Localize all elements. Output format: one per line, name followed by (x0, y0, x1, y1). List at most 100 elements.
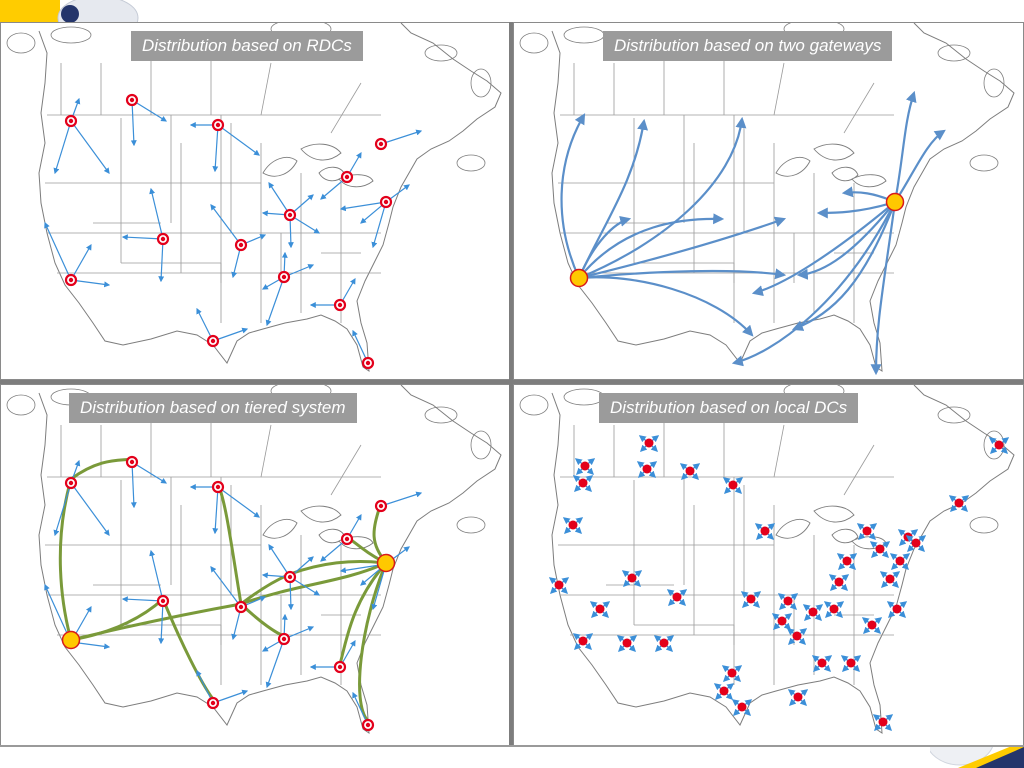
rdc-node-core (129, 97, 135, 103)
rdc-node-core (210, 700, 216, 706)
local-dc-node (659, 638, 669, 648)
local-dc-node (895, 556, 905, 566)
gateway-flow (731, 201, 896, 367)
rdc-node-core (378, 141, 384, 147)
flow-arrow (121, 596, 164, 603)
island (6, 394, 36, 416)
lake (851, 174, 887, 188)
local-dc-node (792, 631, 802, 641)
state-border (634, 624, 735, 685)
local-dc-node (554, 580, 564, 590)
gateway-flow (578, 216, 787, 280)
local-dc-node (568, 520, 578, 530)
local-dc-node (578, 478, 588, 488)
local-dc-node (580, 461, 590, 471)
tier-link (338, 562, 388, 665)
local-dc-node (867, 620, 877, 630)
local-dc-node (777, 616, 787, 626)
gateway-flow (578, 213, 725, 279)
lake (831, 166, 859, 182)
flow-arrow (210, 566, 242, 608)
local-dc-node (595, 604, 605, 614)
coastline (38, 23, 502, 372)
panel-rdc: Distribution based on RDCs (0, 22, 510, 380)
flow-arrow (70, 279, 111, 288)
rdc-node-core (238, 242, 244, 248)
rdc-node-core (238, 604, 244, 610)
rdc-node-core (281, 636, 287, 642)
local-dc-node (793, 692, 803, 702)
local-dc-node (885, 574, 895, 584)
island (424, 406, 458, 424)
coastline (551, 385, 1015, 734)
local-dc-node (846, 658, 856, 668)
flow-arrow (130, 461, 137, 509)
local-dc-node (760, 526, 770, 536)
local-dc-node (728, 480, 738, 490)
state-border (634, 262, 735, 323)
local-dc-node (875, 544, 885, 554)
flow-arrow (217, 124, 260, 156)
lake (813, 143, 855, 161)
bottom-rule (0, 745, 1024, 747)
local-dc-node (783, 596, 793, 606)
map-base (6, 385, 502, 734)
flow-arrow (210, 204, 242, 246)
flow-arrow (130, 99, 137, 147)
local-dc-node (746, 594, 756, 604)
rdc-node-core (344, 174, 350, 180)
lake (831, 528, 859, 544)
corner-logo-decoration (0, 0, 139, 24)
state-border (121, 262, 222, 323)
panel-tiered: Distribution based on tiered system (0, 384, 510, 746)
gateway-flow (578, 116, 747, 280)
lake (300, 505, 342, 523)
rdc-node-core (160, 236, 166, 242)
gateway-flow (578, 276, 754, 337)
flow-arrow (44, 221, 72, 281)
gateway-flow (816, 200, 896, 219)
state-border (773, 424, 785, 478)
local-dc-node (994, 440, 1004, 450)
rdc-node-core (378, 503, 384, 509)
state-border (330, 82, 362, 134)
flow-arrow (268, 181, 291, 216)
local-dc-node (954, 498, 964, 508)
flow-arrow (131, 461, 168, 484)
coastline (551, 23, 1015, 372)
lake (813, 505, 855, 523)
gateway-flow (894, 129, 946, 203)
island (983, 68, 1005, 98)
rdc-node-core (68, 118, 74, 124)
island (50, 26, 92, 44)
gateway-flow (578, 268, 787, 280)
rdc-node-core (344, 536, 350, 542)
flow-arrow (121, 234, 164, 241)
tier-link (161, 598, 215, 700)
flow-arrow (70, 482, 110, 536)
flow-arrow (212, 486, 219, 535)
rdc-node-core (383, 199, 389, 205)
rdc-node-core (129, 459, 135, 465)
state-border (773, 62, 785, 116)
gateway-node (376, 553, 396, 573)
local-dc-node (808, 607, 818, 617)
local-dc-node (878, 717, 888, 727)
rdc-node-core (337, 302, 343, 308)
panel-title-local: Distribution based on local DCs (599, 393, 859, 423)
gateway-flow (577, 215, 632, 279)
gateway-node (885, 192, 905, 212)
local-dc-node (862, 526, 872, 536)
island (969, 154, 999, 172)
flow-arrow (131, 99, 168, 122)
rdc-node-core (287, 212, 293, 218)
island (470, 430, 492, 460)
flow-arrow (265, 638, 285, 689)
local-dc-node (727, 668, 737, 678)
rdc-node-core (281, 274, 287, 280)
map-gateways (519, 23, 1015, 376)
gateway-flow (791, 201, 897, 331)
rdc-node-core (365, 722, 371, 728)
local-dc-node (737, 702, 747, 712)
local-dc-node (911, 538, 921, 548)
